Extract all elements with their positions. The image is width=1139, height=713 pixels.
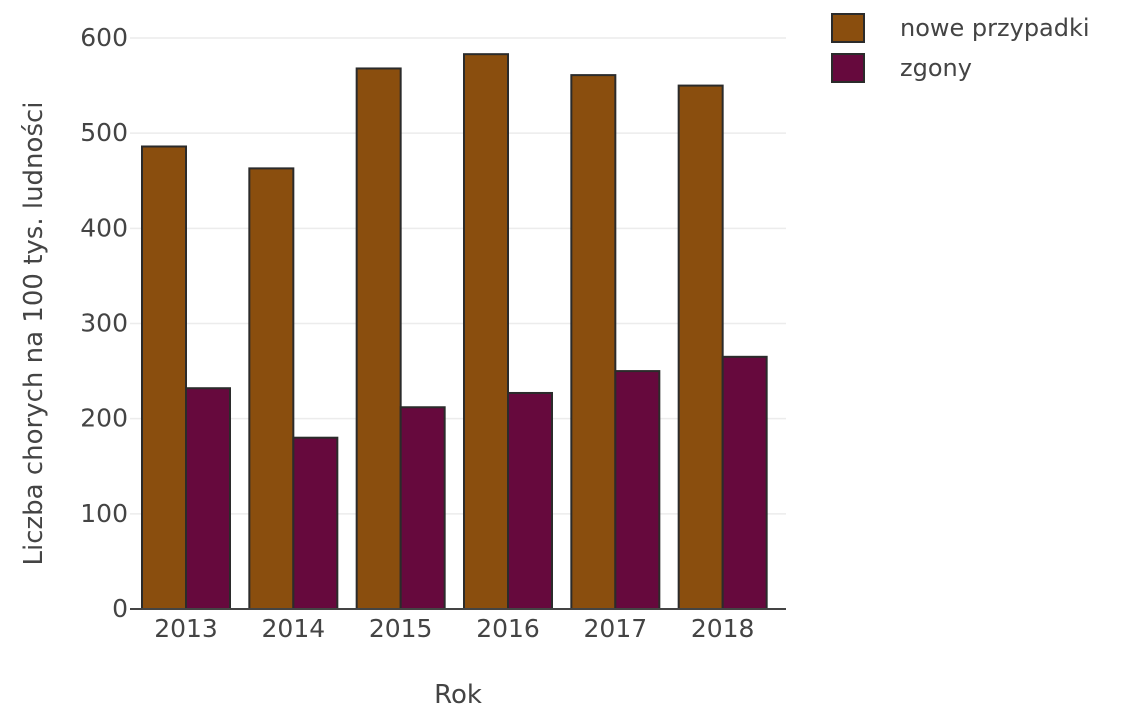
bar-series-2-2013[interactable] (185, 387, 231, 611)
legend-item[interactable]: zgony (831, 53, 972, 83)
bar-series-2-2018[interactable] (721, 355, 768, 610)
y-tick-labels: 0 100 200 300 400 500 600 (80, 23, 128, 623)
legend-label: zgony (900, 54, 972, 82)
x-tick-label: 2013 (154, 614, 218, 643)
legend-item[interactable]: nowe przypadki (831, 13, 1090, 43)
legend-swatch (831, 13, 865, 43)
bar-series-1-2017[interactable] (570, 74, 617, 611)
bar-series-2-2015[interactable] (399, 406, 446, 610)
bar-series-1-2013[interactable] (141, 145, 187, 611)
x-tick-label: 2015 (369, 614, 433, 643)
bar-series-1-2014[interactable] (248, 167, 295, 610)
bar-series-1-2016[interactable] (463, 53, 509, 610)
legend-label: nowe przypadki (900, 14, 1090, 42)
y-tick-label: 500 (80, 118, 128, 147)
y-tick-label: 0 (112, 594, 128, 623)
y-tick-label: 200 (80, 404, 128, 433)
x-tick-label: 2016 (476, 614, 540, 643)
bar-series-1-2018[interactable] (677, 84, 724, 611)
x-tick-label: 2017 (584, 614, 648, 643)
y-tick-label: 300 (80, 309, 128, 338)
x-axis-title: Rok (434, 680, 482, 710)
bar-series-2-2014[interactable] (292, 436, 339, 611)
bar-series-2-2016[interactable] (507, 391, 553, 611)
bar-series-2-2017[interactable] (614, 370, 661, 611)
y-tick-label: 100 (80, 499, 128, 528)
x-tick-label: 2014 (262, 614, 326, 643)
gridlines (130, 37, 786, 515)
legend[interactable]: nowe przypadki zgony (831, 13, 1090, 83)
y-tick-label: 600 (80, 23, 128, 52)
x-tick-labels: 2013 2014 2015 2016 2017 2018 (154, 614, 754, 643)
y-axis-title: Liczba chorych na 100 tys. ludności (19, 101, 49, 565)
bar-series-1-2015[interactable] (355, 67, 402, 611)
x-tick-label: 2018 (691, 614, 755, 643)
bars (141, 53, 768, 611)
y-tick-label: 400 (80, 213, 128, 242)
legend-swatch (831, 53, 865, 83)
